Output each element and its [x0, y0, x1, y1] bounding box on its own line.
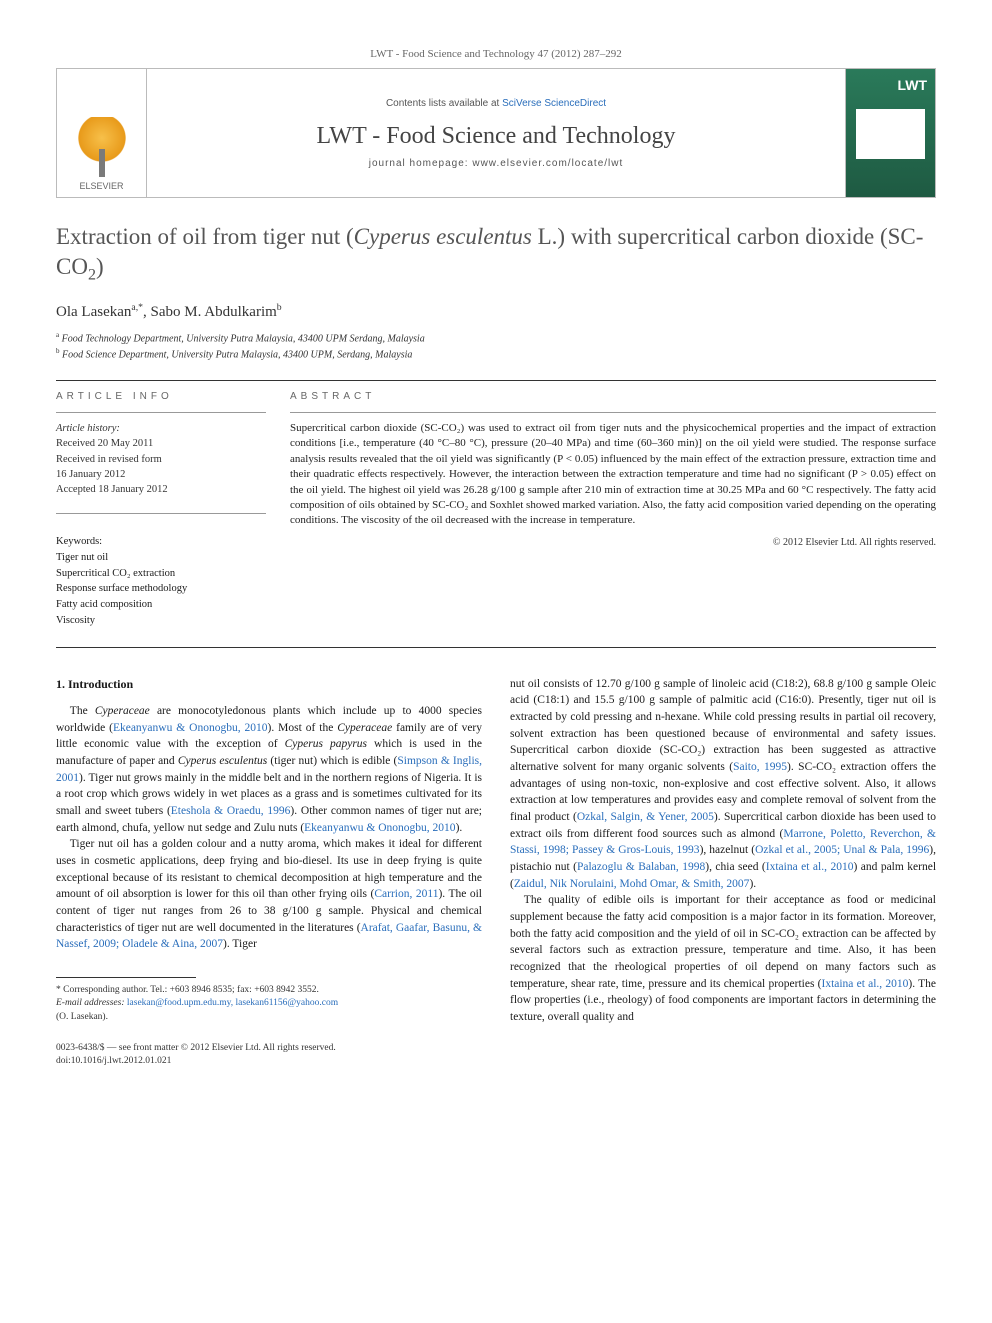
t: ), chia seed ( — [705, 861, 766, 873]
running-head: LWT - Food Science and Technology 47 (20… — [56, 48, 936, 60]
article-history: Article history: Received 20 May 2011 Re… — [56, 421, 266, 497]
cite-link[interactable]: Ixtaina et al., 2010 — [766, 861, 854, 873]
affiliation-a: Food Technology Department, University P… — [62, 334, 425, 345]
author-1: Ola Lasekan — [56, 304, 131, 320]
title-seg-4: ) — [96, 254, 104, 279]
abstract-head: ABSTRACT — [290, 391, 936, 402]
t: ). — [749, 878, 756, 890]
cite-link[interactable]: Palazoglu & Balaban, 1998 — [577, 861, 705, 873]
cite-link[interactable]: Zaidul, Nik Norulaini, Mohd Omar, & Smit… — [514, 878, 750, 890]
author-1-affil-marks: a,* — [131, 302, 143, 313]
abstract-text: Supercritical carbon dioxide (SC-CO₂) wa… — [290, 421, 936, 529]
title-seg-1: Extraction of oil from tiger nut ( — [56, 224, 354, 249]
t: Cyperaceae — [337, 722, 392, 734]
keywords-label: Keywords: — [56, 534, 266, 550]
cite-link[interactable]: Carrion, 2011 — [374, 888, 438, 900]
sciencedirect-link[interactable]: SciVerse ScienceDirect — [502, 98, 606, 109]
history-revised-date: 16 January 2012 — [56, 467, 266, 482]
doi-block: 0023-6438/$ — see front matter © 2012 El… — [56, 1042, 482, 1068]
cite-link[interactable]: Ekeanyanwu & Ononogbu, 2010 — [113, 722, 268, 734]
t: Cyperus esculentus — [178, 755, 267, 767]
rule-bottom — [56, 647, 936, 648]
cite-link[interactable]: Ozkal, Salgin, & Yener, 2005 — [577, 811, 714, 823]
keyword-3: Response surface methodology — [56, 581, 266, 597]
t: ), hazelnut ( — [700, 844, 756, 856]
cite-link[interactable]: Eteshola & Oraedu, 1996 — [171, 805, 291, 817]
t: (tiger nut) which is edible ( — [267, 755, 397, 767]
info-rule-1 — [56, 412, 266, 413]
homepage-prefix: journal homepage: — [369, 158, 473, 169]
article-info-head: ARTICLE INFO — [56, 391, 266, 402]
contents-prefix: Contents lists available at — [386, 98, 502, 109]
t: ). Most of the — [268, 722, 338, 734]
keyword-5: Viscosity — [56, 613, 266, 629]
footnote-emails[interactable]: lasekan@food.upm.edu.my, lasekan61156@ya… — [127, 998, 338, 1008]
affiliations: a Food Technology Department, University… — [56, 331, 936, 362]
homepage-url: www.elsevier.com/locate/lwt — [472, 158, 623, 169]
copyright-line: © 2012 Elsevier Ltd. All rights reserved… — [290, 537, 936, 548]
doi-line: doi:10.1016/j.lwt.2012.01.021 — [56, 1055, 482, 1068]
corresponding-author-footnote: * Corresponding author. Tel.: +603 8946 … — [56, 984, 482, 1024]
journal-homepage-line: journal homepage: www.elsevier.com/locat… — [155, 158, 837, 169]
cite-link[interactable]: Ekeanyanwu & Ononogbu, 2010 — [304, 822, 455, 834]
cite-link[interactable]: Ozkal et al., 2005; Unal & Pala, 1996 — [755, 844, 929, 856]
intro-p4: The quality of edible oils is important … — [510, 892, 936, 1025]
rule-top — [56, 380, 936, 381]
footnote-email-label: E-mail addresses: — [56, 998, 125, 1008]
cite-link[interactable]: Ixtaina et al., 2010 — [821, 978, 908, 990]
affiliation-b: Food Science Department, University Putr… — [62, 349, 412, 360]
publisher-logo: ELSEVIER — [57, 69, 147, 197]
history-received: Received 20 May 2011 — [56, 436, 266, 451]
author-2: Sabo M. Abdulkarim — [151, 304, 277, 320]
journal-title: LWT - Food Science and Technology — [155, 123, 837, 150]
keywords-block: Keywords: Tiger nut oil Supercritical CO… — [56, 534, 266, 629]
article-title: Extraction of oil from tiger nut (Cyperu… — [56, 222, 936, 286]
intro-p2: Tiger nut oil has a golden colour and a … — [56, 836, 482, 953]
t: The quality of edible oils is important … — [510, 894, 936, 989]
front-matter-line: 0023-6438/$ — see front matter © 2012 El… — [56, 1042, 482, 1055]
footnote-separator — [56, 977, 196, 978]
t: ). Tiger — [223, 938, 257, 950]
footnote-author-name: (O. Lasekan). — [56, 1011, 482, 1024]
keyword-2: Supercritical CO₂ extraction — [56, 566, 266, 582]
t: nut oil consists of 12.70 g/100 g sample… — [510, 678, 936, 773]
history-revised-label: Received in revised form — [56, 452, 266, 467]
history-accepted: Accepted 18 January 2012 — [56, 482, 266, 497]
abstract-rule — [290, 412, 936, 413]
elsevier-tree-icon — [77, 117, 127, 177]
journal-masthead: ELSEVIER Contents lists available at Sci… — [56, 68, 936, 198]
t: ). — [456, 822, 463, 834]
contents-available-line: Contents lists available at SciVerse Sci… — [155, 98, 837, 109]
cite-link[interactable]: Saito, 1995 — [733, 761, 787, 773]
publisher-name: ELSEVIER — [79, 181, 123, 191]
title-sub-2: 2 — [88, 266, 96, 283]
intro-p3: nut oil consists of 12.70 g/100 g sample… — [510, 676, 936, 893]
t: Cyperus papyrus — [285, 738, 367, 750]
keyword-1: Tiger nut oil — [56, 550, 266, 566]
intro-p1: The Cyperaceae are monocotyledonous plan… — [56, 703, 482, 836]
history-label: Article history: — [56, 421, 266, 436]
info-rule-2 — [56, 513, 266, 514]
intro-heading: 1. Introduction — [56, 676, 482, 693]
t: The — [70, 705, 95, 717]
keyword-4: Fatty acid composition — [56, 597, 266, 613]
author-2-affil-marks: b — [277, 302, 282, 313]
body-column-right: nut oil consists of 12.70 g/100 g sample… — [510, 676, 936, 1068]
author-list: Ola Lasekana,*, Sabo M. Abdulkarimb — [56, 302, 936, 321]
footnote-corr: * Corresponding author. Tel.: +603 8946 … — [56, 984, 482, 997]
t: Cyperaceae — [95, 705, 150, 717]
journal-cover-thumbnail — [845, 69, 935, 197]
title-species: Cyperus esculentus — [354, 224, 532, 249]
body-column-left: 1. Introduction The Cyperaceae are monoc… — [56, 676, 482, 1068]
